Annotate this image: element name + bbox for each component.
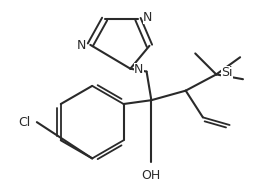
Text: N: N (77, 39, 86, 52)
Text: N: N (143, 11, 152, 24)
Text: Cl: Cl (18, 116, 30, 129)
Text: N: N (134, 63, 144, 76)
Text: Si: Si (221, 66, 232, 79)
Text: OH: OH (142, 169, 161, 182)
